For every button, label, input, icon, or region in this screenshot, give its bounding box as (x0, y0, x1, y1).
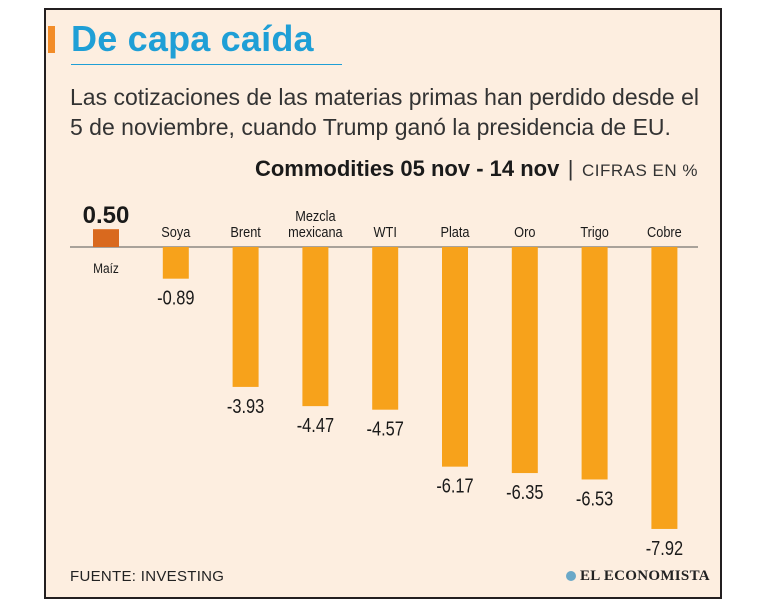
value-label-5: -6.17 (436, 474, 473, 497)
page-title: De capa caída (71, 18, 314, 59)
value-label-0: 0.50 (83, 202, 130, 229)
publisher-logo: EL ECONOMISTA (566, 568, 710, 585)
logo-mark-icon (566, 571, 576, 581)
source-note: FUENTE: INVESTING (70, 568, 225, 585)
chart-heading-line: Commodities 05 nov - 14 nov | CIFRAS EN … (255, 156, 698, 182)
title-accent-bar (48, 26, 55, 53)
value-label-4: -4.57 (367, 417, 404, 440)
value-label-7: -6.53 (576, 487, 613, 510)
category-label-3-0: Mezcla (295, 207, 336, 224)
subtitle: Las cotizaciones de las materias primas … (70, 84, 700, 140)
category-label-8: Cobre (647, 223, 682, 240)
chart-heading: Commodities 05 nov - 14 nov (254, 156, 560, 181)
category-label-7: Trigo (580, 223, 609, 240)
bar-5 (442, 247, 468, 467)
value-label-1: -0.89 (157, 286, 194, 309)
bar-4 (372, 247, 399, 410)
bar-2 (232, 247, 259, 387)
category-label-3-1: mexicana (288, 223, 343, 240)
units-label: CIFRAS EN % (581, 161, 698, 180)
category-label-0: Maíz (93, 260, 119, 276)
bar-3 (302, 247, 329, 407)
category-label-5: Plata (440, 223, 469, 240)
title-underline (71, 64, 342, 65)
bar-6 (511, 247, 538, 474)
bar-0 (93, 229, 119, 247)
logo-text: EL ECONOMISTA (580, 568, 710, 584)
heading-separator: | (567, 156, 574, 181)
category-label-1: Soya (161, 223, 190, 240)
value-label-3: -4.47 (297, 414, 334, 437)
category-label-6: Oro (514, 223, 535, 240)
category-label-2: Brent (230, 223, 261, 240)
value-label-6: -6.35 (506, 480, 543, 503)
value-label-2: -3.93 (227, 394, 264, 417)
bar-8 (651, 247, 678, 529)
bar-7 (581, 247, 608, 480)
bar-1 (162, 247, 189, 279)
category-label-4: WTI (374, 223, 397, 240)
value-label-8: -7.92 (646, 536, 683, 559)
